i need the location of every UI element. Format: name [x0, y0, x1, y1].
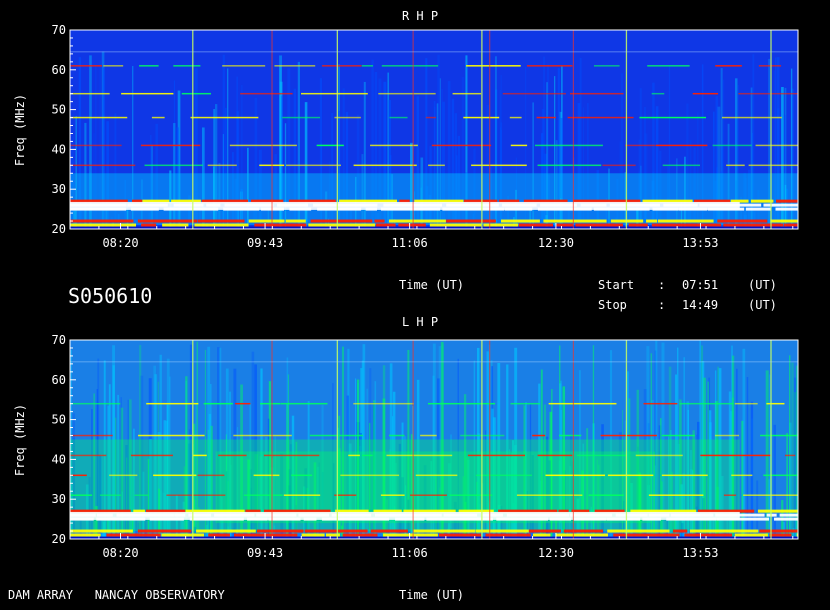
lhp-title: L H P: [402, 315, 438, 329]
start-unit: (UT): [748, 278, 777, 292]
start-label: Start: [598, 278, 635, 292]
x-tick-label: 13:53: [682, 236, 718, 250]
start-time: 07:51: [682, 278, 719, 292]
x-tick-label: 11:06: [392, 546, 428, 560]
x-tick-label: 09:43: [247, 236, 283, 250]
observatory-label: DAM ARRAY NANCAY OBSERVATORY: [8, 588, 225, 602]
x-tick-label: 09:43: [247, 546, 283, 560]
lhp-xlabel: Time (UT): [399, 588, 465, 602]
stop-time: 14:49: [682, 298, 719, 312]
stop-unit: (UT): [748, 298, 777, 312]
start-sep: :: [658, 278, 666, 292]
lhp-y-ticks: 20 30 40 50 60 70: [52, 333, 76, 546]
stop-sep: :: [658, 298, 666, 312]
rhp-frame: [69, 29, 799, 230]
y-tick-label: 40: [52, 142, 66, 156]
x-tick-label: 11:06: [392, 236, 428, 250]
lhp-x-ticks: 08:20 09:43 11:06 12:30 13:53: [69, 533, 794, 560]
y-tick-label: 30: [52, 182, 66, 196]
y-tick-label: 50: [52, 413, 66, 427]
rhp-plot-area: [70, 30, 798, 229]
y-tick-label: 40: [52, 452, 66, 466]
rhp-panel: R H P 20 30 40 50 60 70 08:20 09:43 11:06 12:30 1…: [13, 9, 799, 250]
y-tick-label: 70: [52, 23, 66, 37]
x-tick-label: 13:53: [682, 546, 718, 560]
rhp-xlabel: Time (UT): [399, 278, 465, 292]
x-tick-label: 08:20: [102, 546, 138, 560]
rhp-ylabel: Freq (MHz): [13, 94, 27, 166]
lhp-ylabel: Freq (MHz): [13, 404, 27, 476]
lhp-frame: [69, 339, 799, 540]
y-tick-label: 30: [52, 492, 66, 506]
x-tick-label: 08:20: [102, 236, 138, 250]
y-tick-label: 70: [52, 333, 66, 347]
lhp-plot-area: [70, 340, 798, 539]
y-tick-label: 20: [52, 222, 66, 236]
x-tick-label: 12:30: [538, 236, 574, 250]
session-id: S050610: [68, 284, 153, 308]
rhp-title: R H P: [402, 9, 438, 23]
y-tick-label: 60: [52, 63, 66, 77]
rhp-x-ticks: 08:20 09:43 11:06 12:30 13:53: [69, 223, 794, 250]
y-tick-label: 50: [52, 103, 66, 117]
x-tick-label: 12:30: [538, 546, 574, 560]
lhp-panel: L H P 20 30 40 50 60 70 08:20 09:43 11:06 12:30 1…: [13, 315, 799, 560]
rhp-y-ticks: 20 30 40 50 60 70: [52, 23, 76, 236]
y-tick-label: 60: [52, 373, 66, 387]
y-tick-label: 20: [52, 532, 66, 546]
stop-label: Stop: [598, 298, 627, 312]
